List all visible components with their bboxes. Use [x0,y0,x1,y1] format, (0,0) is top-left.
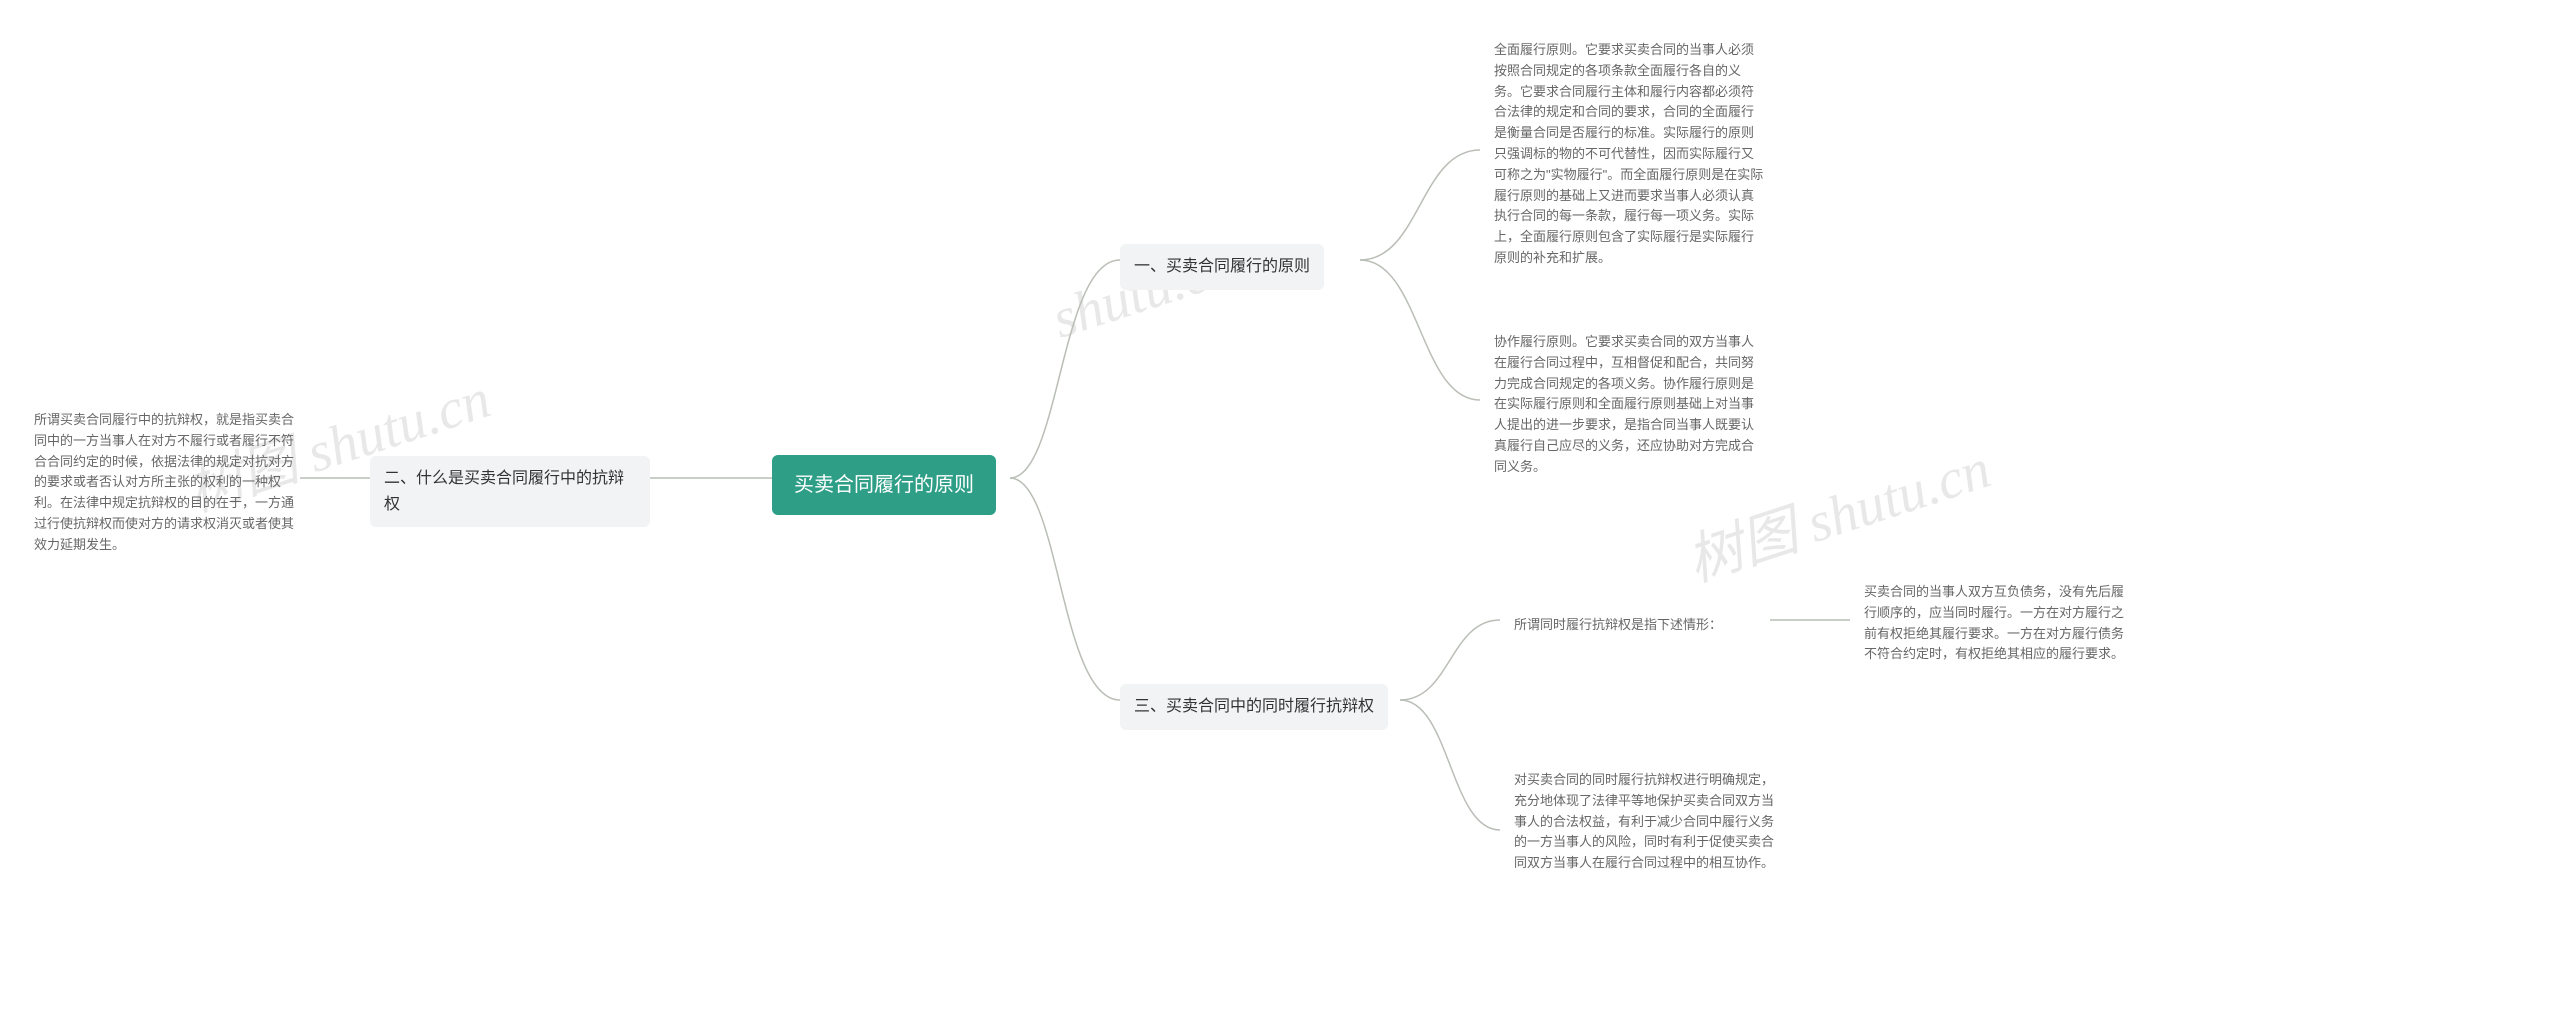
leaf-text: 全面履行原则。它要求买卖合同的当事人必须按照合同规定的各项条款全面履行各自的义务… [1494,42,1763,265]
leaf-text: 所谓同时履行抗辩权是指下述情形： [1514,617,1722,632]
branch-label: 一、买卖合同履行的原则 [1134,258,1310,275]
leaf-text: 协作履行原则。它要求买卖合同的双方当事人在履行合同过程中，互相督促和配合，共同努… [1494,334,1754,474]
branch-label: 三、买卖合同中的同时履行抗辩权 [1134,698,1374,715]
leaf-node-5: 所谓买卖合同履行中的抗辩权，就是指买卖合同中的一方当事人在对方不履行或者履行不符… [20,400,310,566]
leaf-node-1: 全面履行原则。它要求买卖合同的当事人必须按照合同规定的各项条款全面履行各自的义务… [1480,30,1780,279]
leaf-node-2: 协作履行原则。它要求买卖合同的双方当事人在履行合同过程中，互相督促和配合，共同努… [1480,322,1780,488]
branch-node-3: 三、买卖合同中的同时履行抗辩权 [1120,684,1388,730]
branch-node-1: 一、买卖合同履行的原则 [1120,244,1324,290]
leaf-text: 对买卖合同的同时履行抗辩权进行明确规定，充分地体现了法律平等地保护买卖合同双方当… [1514,772,1774,870]
branch-label: 二、什么是买卖合同履行中的抗辩权 [384,470,624,513]
leaf-node-4: 对买卖合同的同时履行抗辩权进行明确规定，充分地体现了法律平等地保护买卖合同双方当… [1500,760,1800,884]
mindmap-root: 买卖合同履行的原则 [772,455,996,515]
leaf-text: 所谓买卖合同履行中的抗辩权，就是指买卖合同中的一方当事人在对方不履行或者履行不符… [34,412,294,552]
branch-node-2: 二、什么是买卖合同履行中的抗辩权 [370,456,650,527]
leaf-text: 买卖合同的当事人双方互负债务，没有先后履行顺序的，应当同时履行。一方在对方履行之… [1864,584,2124,661]
leaf-node-3-label: 所谓同时履行抗辩权是指下述情形： [1500,605,1770,646]
root-label: 买卖合同履行的原则 [794,474,974,496]
leaf-node-3: 买卖合同的当事人双方互负债务，没有先后履行顺序的，应当同时履行。一方在对方履行之… [1850,572,2150,675]
